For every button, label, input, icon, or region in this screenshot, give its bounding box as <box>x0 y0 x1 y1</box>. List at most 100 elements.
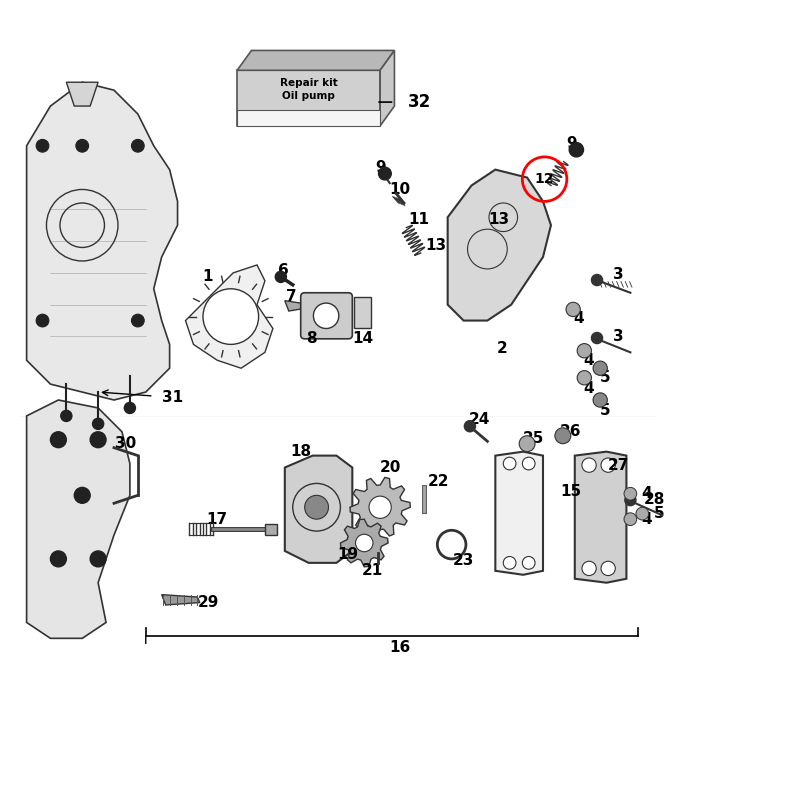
Text: 5: 5 <box>600 403 610 418</box>
Bar <box>265 524 277 535</box>
Polygon shape <box>285 456 352 563</box>
Circle shape <box>519 436 535 452</box>
Circle shape <box>601 458 615 472</box>
Text: 18: 18 <box>290 444 311 459</box>
Text: 12: 12 <box>535 172 554 186</box>
Text: 3: 3 <box>613 329 624 344</box>
Circle shape <box>636 507 649 520</box>
Text: 6: 6 <box>278 263 289 278</box>
Circle shape <box>36 314 49 327</box>
Circle shape <box>522 457 535 470</box>
Text: 28: 28 <box>643 492 665 507</box>
Circle shape <box>601 562 615 575</box>
Text: 14: 14 <box>352 330 374 346</box>
Circle shape <box>36 139 49 152</box>
Circle shape <box>503 557 516 570</box>
Text: 2: 2 <box>496 341 507 356</box>
Polygon shape <box>162 594 200 605</box>
Circle shape <box>503 457 516 470</box>
Text: 21: 21 <box>362 563 383 578</box>
Polygon shape <box>26 400 130 638</box>
Circle shape <box>624 513 637 526</box>
Circle shape <box>314 303 339 329</box>
Polygon shape <box>66 82 98 106</box>
Circle shape <box>50 432 66 448</box>
Polygon shape <box>574 452 626 582</box>
Text: 16: 16 <box>390 640 410 655</box>
Text: 30: 30 <box>115 436 137 451</box>
Circle shape <box>378 167 391 180</box>
Text: 19: 19 <box>338 547 359 562</box>
Circle shape <box>305 495 329 519</box>
Circle shape <box>90 432 106 448</box>
Text: 8: 8 <box>306 330 316 346</box>
Text: 22: 22 <box>427 474 449 489</box>
Text: 27: 27 <box>608 458 629 473</box>
Text: 4: 4 <box>584 353 594 368</box>
Circle shape <box>76 139 89 152</box>
Circle shape <box>61 410 72 422</box>
Text: 7: 7 <box>286 290 297 304</box>
Text: 9: 9 <box>376 160 386 174</box>
Circle shape <box>593 393 607 407</box>
Circle shape <box>369 496 391 518</box>
Text: 26: 26 <box>560 424 582 439</box>
Polygon shape <box>380 50 394 126</box>
Circle shape <box>624 487 637 500</box>
Circle shape <box>625 494 636 506</box>
Circle shape <box>570 142 583 157</box>
FancyBboxPatch shape <box>301 293 352 339</box>
Polygon shape <box>186 265 273 368</box>
Circle shape <box>50 551 66 567</box>
Polygon shape <box>448 170 551 321</box>
Polygon shape <box>350 478 410 537</box>
Text: 1: 1 <box>202 270 213 284</box>
Circle shape <box>566 302 580 317</box>
Circle shape <box>90 551 106 567</box>
Circle shape <box>591 333 602 343</box>
Circle shape <box>93 418 104 430</box>
Text: 11: 11 <box>409 212 430 227</box>
Text: 4: 4 <box>642 486 652 502</box>
Text: 31: 31 <box>162 390 182 405</box>
Text: 20: 20 <box>380 460 401 475</box>
Circle shape <box>275 271 286 282</box>
Polygon shape <box>237 50 394 70</box>
Text: 13: 13 <box>489 212 510 227</box>
Circle shape <box>131 139 144 152</box>
Circle shape <box>591 274 602 286</box>
Polygon shape <box>285 301 303 311</box>
Text: 13: 13 <box>425 238 446 253</box>
Circle shape <box>464 421 475 432</box>
Circle shape <box>555 428 571 444</box>
Text: 29: 29 <box>198 595 218 610</box>
Polygon shape <box>237 70 380 126</box>
Polygon shape <box>495 452 543 574</box>
Circle shape <box>577 343 591 358</box>
Text: 17: 17 <box>206 512 228 526</box>
Text: 4: 4 <box>584 381 594 395</box>
Text: 24: 24 <box>469 412 490 427</box>
Text: 23: 23 <box>453 553 474 568</box>
Text: 3: 3 <box>613 267 624 282</box>
Text: 15: 15 <box>560 484 582 499</box>
Text: 4: 4 <box>642 512 652 526</box>
Polygon shape <box>341 519 388 567</box>
Circle shape <box>124 402 135 414</box>
Text: Repair kit
Oil pump: Repair kit Oil pump <box>280 78 338 102</box>
Polygon shape <box>237 110 380 126</box>
Text: 10: 10 <box>390 182 410 197</box>
Text: 32: 32 <box>408 93 431 111</box>
Circle shape <box>355 534 373 552</box>
Circle shape <box>522 557 535 570</box>
Text: 4: 4 <box>574 310 584 326</box>
Circle shape <box>593 361 607 375</box>
Circle shape <box>577 370 591 385</box>
Text: 5: 5 <box>600 370 610 386</box>
Circle shape <box>74 487 90 503</box>
Text: 25: 25 <box>522 430 544 446</box>
Circle shape <box>131 314 144 327</box>
Text: 9: 9 <box>566 136 577 151</box>
Text: 5: 5 <box>654 506 664 521</box>
Circle shape <box>582 458 596 472</box>
